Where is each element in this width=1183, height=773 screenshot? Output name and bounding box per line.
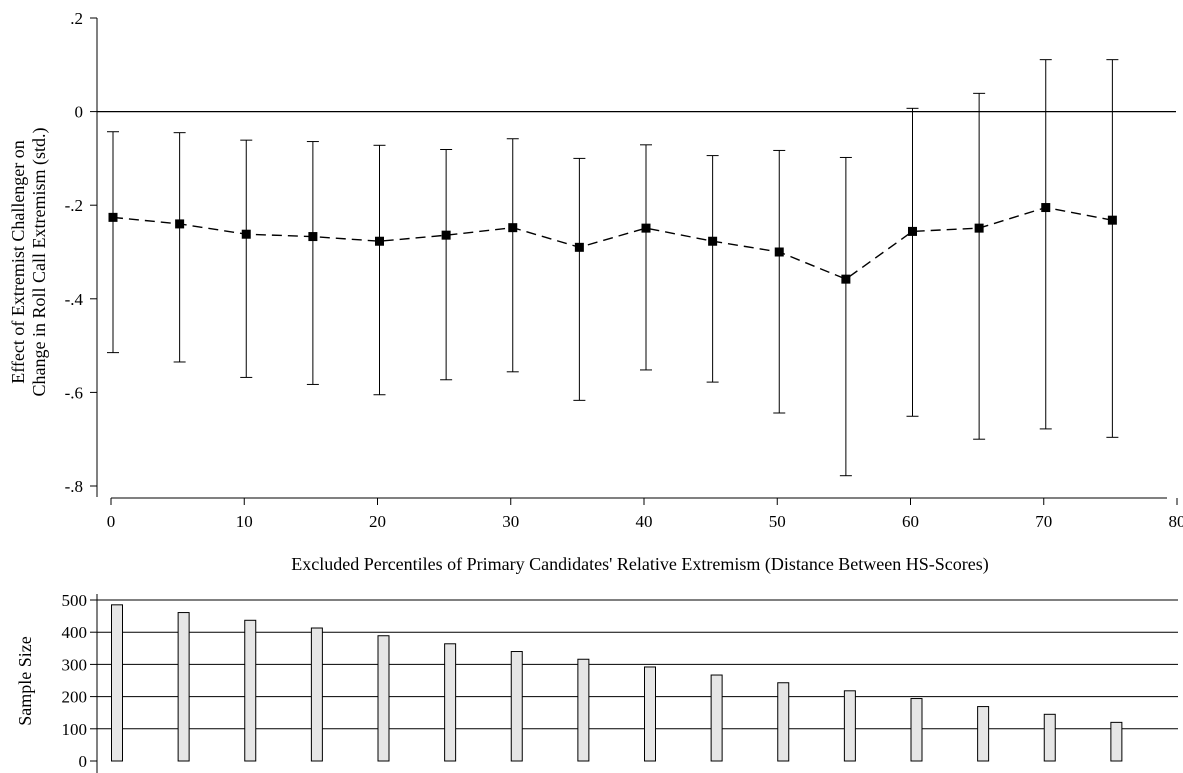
- bar-chart-y-axis-title: Sample Size: [15, 636, 35, 725]
- sample-size-bar: [444, 643, 457, 762]
- confidence-intervals: [107, 59, 1119, 477]
- estimate-trend-line: [112, 206, 1113, 280]
- bar-y-tick-label: 100: [62, 720, 88, 739]
- bar-chart-y-axis: 0 100 200 300 400 500: [62, 591, 97, 771]
- y-tick-label: -.2: [65, 196, 83, 215]
- bar-y-tick-label: 500: [62, 591, 88, 610]
- estimate-marker: [574, 242, 584, 252]
- coefficient-plot: .2 0 -.2 -.4 -.6 -.8 0 10 20 30 40 50 60 70 80 Effect…: [8, 9, 1183, 575]
- sample-size-bar: [843, 690, 856, 762]
- sample-size-bar-chart: 0 100 200 300 400 500 Sample Size: [15, 591, 1178, 773]
- estimate-marker: [441, 230, 451, 240]
- estimate-marker: [308, 232, 318, 242]
- estimate-marker: [175, 219, 185, 229]
- top-x-axis: 0 10 20 30 40 50 60 70 80: [107, 498, 1183, 531]
- sample-size-bar: [977, 706, 990, 762]
- bar-y-tick-label: 300: [62, 655, 88, 674]
- sample-size-bar: [577, 658, 590, 762]
- estimate-marker: [1107, 215, 1117, 225]
- estimate-marker: [708, 236, 718, 246]
- x-tick-label: 30: [502, 512, 519, 531]
- sample-size-bar: [910, 698, 923, 762]
- x-tick-label: 0: [107, 512, 116, 531]
- x-tick-label: 20: [369, 512, 386, 531]
- point-estimates: [108, 203, 1117, 284]
- y-tick-label: .2: [70, 9, 83, 28]
- bar-y-tick-label: 200: [62, 688, 88, 707]
- sample-size-bar: [111, 604, 123, 762]
- sample-size-bar: [510, 651, 523, 762]
- x-tick-label: 50: [769, 512, 786, 531]
- sample-size-bar: [777, 682, 790, 762]
- bar-y-tick-label: 400: [62, 623, 88, 642]
- sample-size-bars: [111, 604, 1123, 762]
- estimate-marker: [908, 226, 917, 236]
- estimate-marker: [375, 236, 384, 246]
- y-tick-label: 0: [75, 103, 84, 122]
- estimate-marker: [508, 223, 518, 233]
- sample-size-bar: [244, 619, 257, 762]
- estimate-marker: [241, 229, 251, 239]
- x-axis-title: Excluded Percentiles of Primary Candidat…: [291, 554, 989, 575]
- bar-chart-gridlines: [97, 599, 1178, 730]
- sample-size-bar: [310, 627, 323, 762]
- sample-size-bar: [1043, 713, 1056, 762]
- sample-size-bar: [1110, 721, 1123, 762]
- estimate-marker: [974, 223, 984, 233]
- estimate-marker: [1041, 203, 1051, 213]
- y-tick-label: -.4: [65, 290, 84, 309]
- estimate-marker: [841, 274, 851, 284]
- bar-y-tick-label: 0: [79, 752, 88, 771]
- x-tick-label: 70: [1035, 512, 1052, 531]
- estimate-marker: [774, 247, 784, 257]
- y-axis-title-line-2: Change in Roll Call Extremism (std.): [29, 128, 50, 397]
- top-y-axis: .2 0 -.2 -.4 -.6 -.8: [65, 9, 97, 496]
- y-tick-label: -.6: [65, 383, 83, 402]
- estimate-marker: [108, 212, 118, 222]
- x-tick-label: 60: [902, 512, 919, 531]
- x-tick-label: 40: [636, 512, 653, 531]
- estimate-dashed-line: [112, 206, 1113, 280]
- y-axis-title-line-1: Effect of Extremist Challenger on: [8, 140, 28, 384]
- x-tick-label: 10: [236, 512, 253, 531]
- sample-size-bar: [710, 674, 723, 762]
- y-tick-label: -.8: [65, 477, 83, 496]
- x-tick-label: 80: [1169, 512, 1183, 531]
- sample-size-bar: [377, 635, 390, 762]
- estimate-marker: [641, 223, 651, 233]
- sample-size-bar: [644, 666, 656, 762]
- sample-size-bar: [177, 612, 190, 762]
